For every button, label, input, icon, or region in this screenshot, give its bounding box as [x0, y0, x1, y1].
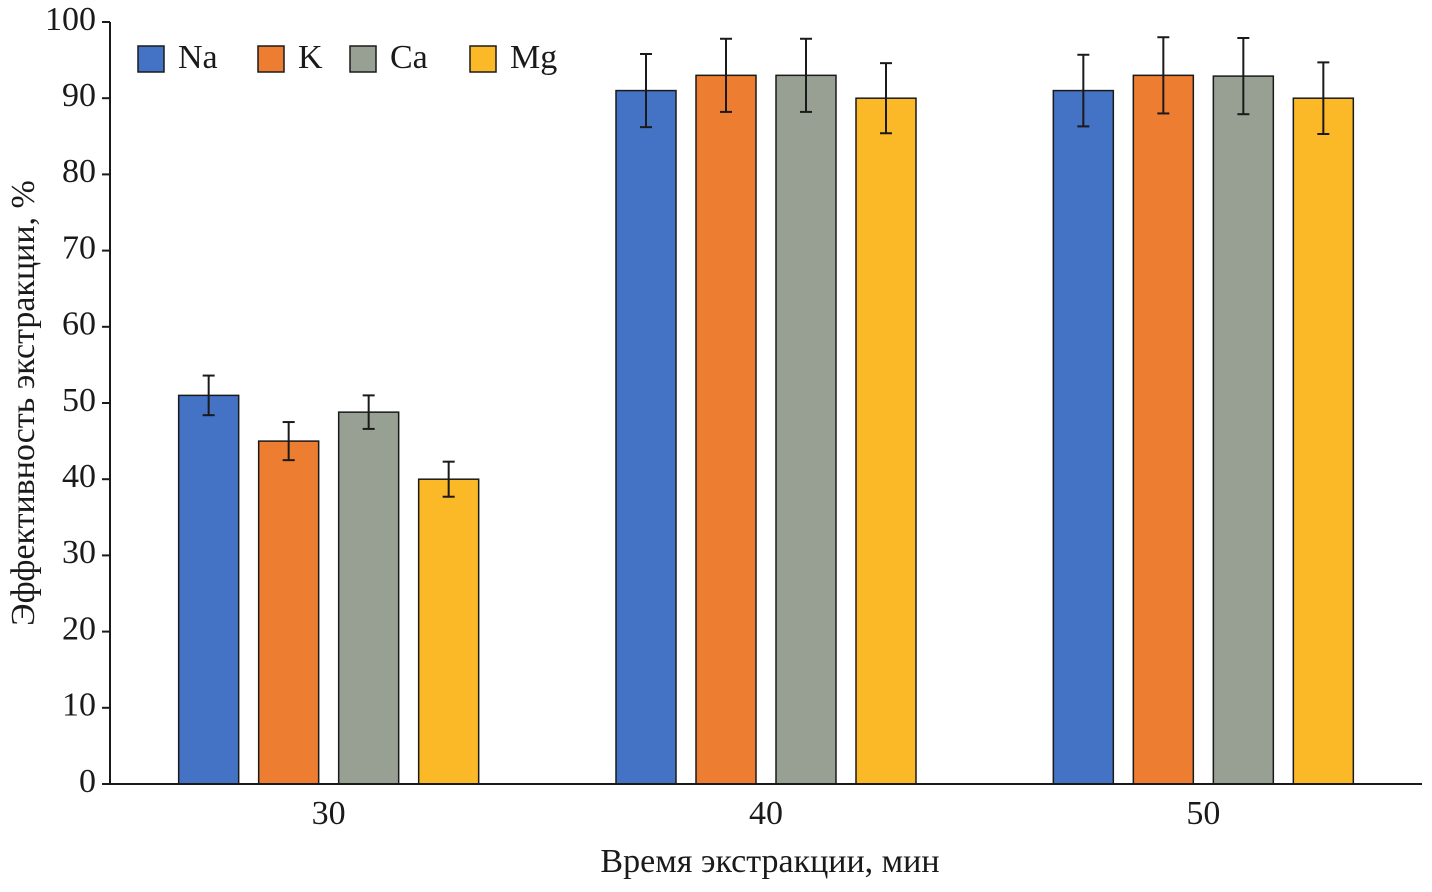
error-bar — [1157, 36, 1170, 115]
y-tick-label: 70 — [62, 229, 96, 266]
error-bar — [362, 394, 375, 430]
error-bar — [202, 374, 215, 417]
legend-swatch — [257, 45, 285, 73]
error-bar — [720, 37, 732, 113]
y-axis-label: Эффективность экстракции, % — [5, 180, 42, 626]
x-tick-label: 30 — [312, 795, 346, 832]
y-tick-label: 100 — [45, 1, 96, 38]
y-tick-label: 0 — [79, 763, 96, 800]
bar — [257, 440, 320, 785]
legend-label: Mg — [510, 39, 557, 76]
error-bar — [442, 460, 455, 498]
x-axis-label: Время экстракции, мин — [600, 843, 939, 880]
bar — [1132, 74, 1195, 785]
y-tick-label: 40 — [62, 458, 96, 495]
bar — [615, 89, 677, 785]
y-tick-label: 90 — [62, 77, 96, 114]
legend-label: Ca — [390, 39, 428, 76]
bar — [1212, 75, 1275, 785]
y-tick-label: 50 — [62, 382, 96, 419]
legend-swatch — [137, 45, 165, 73]
bar — [695, 74, 757, 785]
legend-label: K — [298, 39, 323, 76]
legend-swatch — [469, 45, 497, 73]
y-tick-label: 20 — [62, 610, 96, 647]
bar — [775, 74, 837, 785]
error-bar — [1317, 61, 1330, 136]
legend-swatch — [349, 45, 377, 73]
bar — [417, 478, 480, 785]
bar — [337, 411, 400, 785]
error-bar — [1237, 37, 1250, 116]
bar — [855, 97, 917, 785]
error-bar — [282, 421, 295, 462]
bar — [1052, 89, 1115, 785]
y-tick-label: 10 — [62, 687, 96, 724]
error-bar — [800, 37, 812, 113]
bar — [177, 394, 240, 785]
error-bar — [640, 53, 652, 129]
x-tick-label: 50 — [1186, 795, 1220, 832]
legend-label: Na — [178, 39, 218, 76]
error-bar — [880, 62, 892, 135]
x-tick-label: 40 — [749, 795, 783, 832]
y-tick-label: 80 — [62, 153, 96, 190]
error-bar — [1077, 53, 1090, 128]
y-tick-label: 30 — [62, 534, 96, 571]
bar — [1292, 97, 1355, 785]
y-tick-label: 60 — [62, 306, 96, 343]
